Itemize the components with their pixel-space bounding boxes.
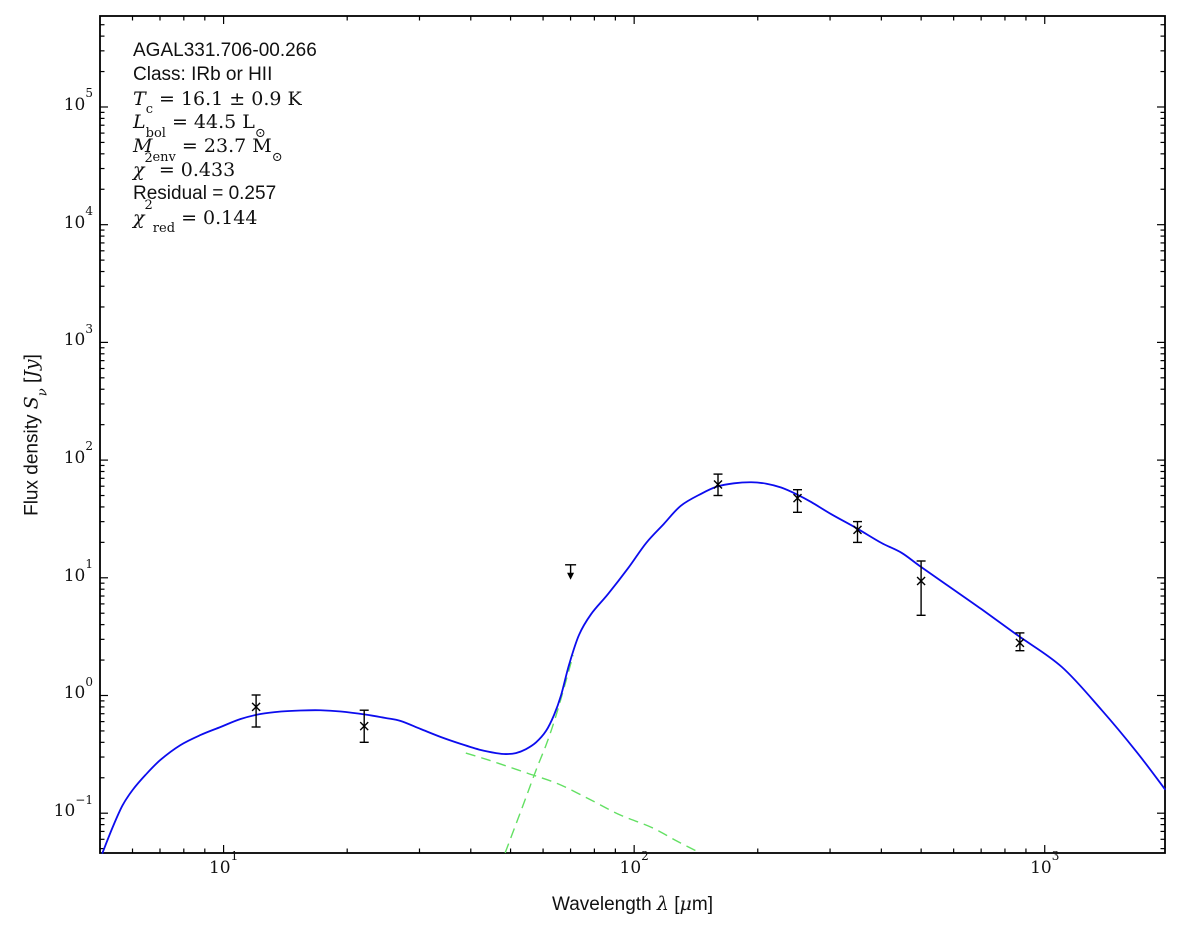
model-warm-component-curve [465,752,699,853]
label-text: λ [656,893,669,915]
annotation-block: AGAL331.706-00.266 Class: IRb or HII Tc = … [133,40,317,235]
label-text: Wavelength [552,894,657,915]
y-tick-label: 102 [63,440,93,469]
tick-base: 10 [619,858,642,878]
x-axis-label: Wavelength λ [μm] [552,893,713,916]
x-marker [251,702,261,712]
y-tick-label: 101 [63,558,93,586]
annotation-line-4: Menv = 23.7 M⊙ [133,135,317,164]
label-text: = 23.7 M [175,135,272,158]
label-text: [ [668,894,680,915]
subscript-text: c [145,102,153,118]
tick-base: 10 [63,212,86,233]
model-total-curve [101,481,1166,854]
superscript-text: 2 [144,198,153,214]
x-marker [713,480,723,489]
label-text: [ [21,377,43,389]
annotation-line-6: Residual = 0.257 [133,183,317,207]
annotation-line-0: AGAL331.706-00.266 [133,40,317,64]
label-text: χ [133,158,145,181]
subscript-text: ⊙ [271,149,283,165]
label-text: L [133,111,146,134]
label-text: = 16.1 ± 0.9 K [152,87,302,110]
tick-exponent: 0 [85,674,93,689]
tick-base: 10 [63,565,86,586]
label-text: χ [133,206,145,229]
label-text: μ [679,893,692,915]
label-text: Flux density [21,409,43,516]
y-tick-label: 105 [63,87,93,115]
annotation-line-1: Class: IRb or HII [133,64,317,88]
subscript-text: ⊙ [254,126,266,142]
annotation-line-7: χ2 red = 0.144 [133,199,317,235]
label-text: Jy [20,359,43,378]
label-text: = 0.433 [152,158,236,181]
label-text: AGAL331.706-00.266 [133,40,317,61]
label-text: Class: IRb or HII [133,63,273,85]
tick-base: 10 [208,858,231,878]
x-marker [359,721,369,731]
x-marker [916,576,926,586]
tick-exponent: −1 [75,792,93,807]
label-text: m] [691,894,713,915]
label-text: M [133,135,153,158]
subscript-text: bol [145,126,166,142]
subscript-text: red [152,221,176,237]
tick-base: 10 [53,801,76,822]
y-tick-label: 104 [63,205,93,233]
data-points [251,473,1025,743]
plot-frame [99,15,1166,854]
tick-base: 10 [63,330,86,351]
superscript-text: 2 [144,150,153,166]
annotation-line-2: Tc = 16.1 ± 0.9 K [133,87,317,117]
y-axis-label: Flux density Sν [Jy] [20,354,51,516]
tick-exponent: 1 [85,557,93,572]
tick-exponent: 5 [85,86,93,101]
x-marker [853,525,862,535]
annotation-line-3: Lbol = 44.5 L⊙ [133,111,317,140]
label-text: Residual = 0.257 [133,182,277,204]
x-tick-label: 101 [208,850,238,878]
label-text: ] [21,354,43,360]
x-tick-label: 102 [619,850,649,878]
x-tick-label: 103 [1030,850,1059,878]
y-tick-label: 100 [63,676,93,704]
upper-limit-arrowhead [567,572,575,580]
tick-exponent: 1 [230,849,239,864]
tick-exponent: 4 [85,204,93,219]
subscript-text: ν [35,388,51,397]
label-text: T [133,87,146,110]
tick-base: 10 [63,448,86,469]
annotation-line-5: χ2 = 0.433 [133,152,317,183]
y-tick-label: 103 [63,323,93,351]
tick-exponent: 3 [1051,849,1060,864]
model-cold-component-curve [504,655,574,854]
tick-exponent: 3 [85,321,93,336]
tick-exponent: 2 [85,439,93,454]
label-text: = 0.144 [175,206,258,229]
tick-exponent: 2 [641,849,649,864]
tick-base: 10 [63,683,86,704]
label-text: S [20,396,43,410]
label-text: = 44.5 L [165,111,255,134]
subscript-text: env [152,149,176,165]
x-marker [1015,638,1025,648]
x-marker [793,493,802,503]
axis-ticks [100,16,1165,853]
tick-base: 10 [1030,858,1052,878]
y-tick-label: 10−1 [53,794,93,822]
tick-base: 10 [63,94,86,115]
